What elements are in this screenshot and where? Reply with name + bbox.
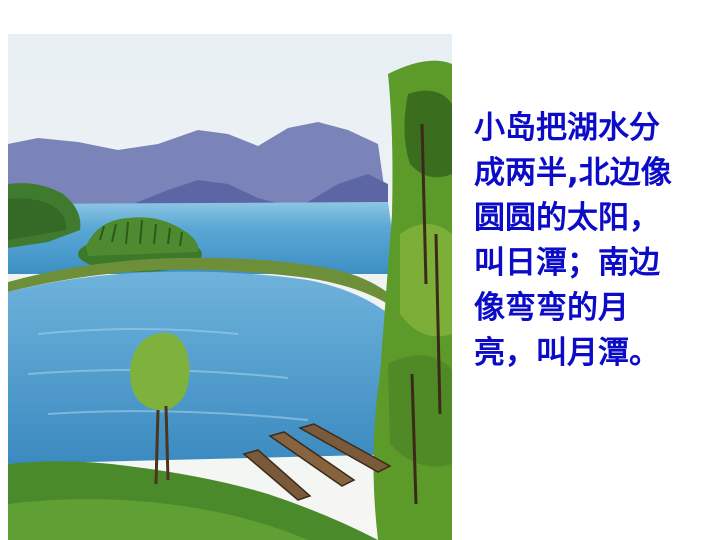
far-mountains: [8, 122, 388, 224]
caption-text: 小岛把湖水分 成两半,北边像 圆圆的太阳， 叫日潭；南边 像弯弯的月 亮，叫月潭…: [474, 106, 714, 376]
left-hill-shadow: [8, 198, 67, 240]
small-tree-foliage: [130, 332, 190, 411]
island-trees: [86, 217, 199, 256]
caption-line: 成两半,北边像: [474, 155, 672, 191]
right-tree-low: [388, 355, 452, 467]
foreground-grass: [8, 499, 308, 540]
right-trunks: [410, 123, 442, 505]
boats: [242, 423, 392, 501]
sandbar: [8, 257, 392, 304]
caption-line: 像弯弯的月: [474, 290, 629, 326]
caption-line: 叫日潭；南边: [474, 245, 660, 281]
caption-line: 亮，叫月潭。: [474, 335, 660, 371]
lake-painting-svg: [8, 34, 452, 540]
island-trunks: [99, 219, 183, 247]
caption-line: 圆圆的太阳，: [474, 200, 660, 236]
right-tree-top: [404, 90, 452, 178]
caption-line: 小岛把湖水分: [474, 110, 660, 146]
small-tree-trunk: [154, 405, 170, 485]
south-lake: [8, 271, 408, 464]
lake-illustration: [8, 34, 452, 540]
